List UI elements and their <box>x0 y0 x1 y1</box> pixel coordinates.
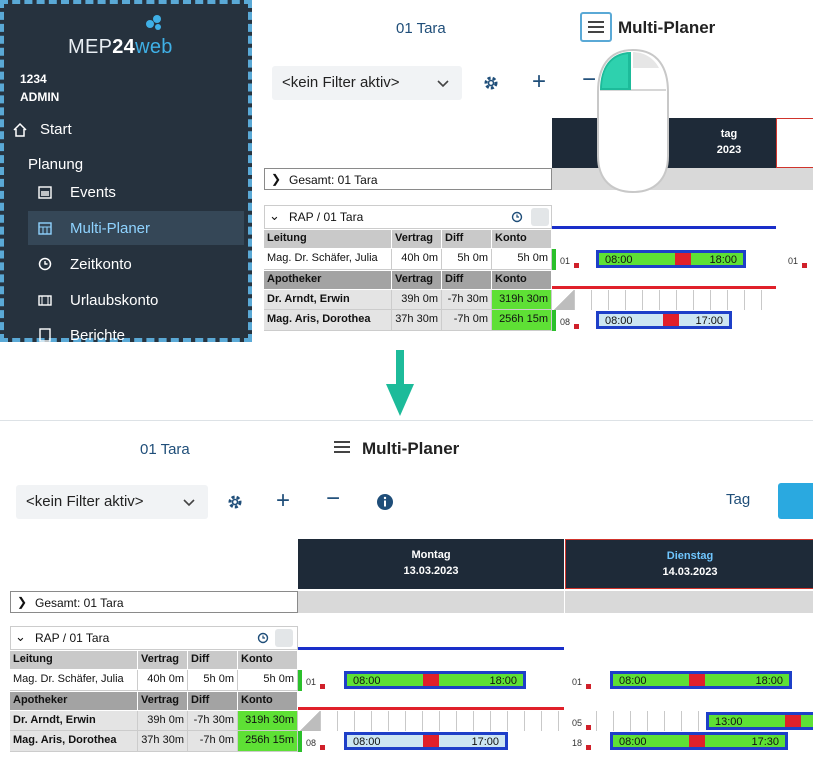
home-icon <box>13 122 27 137</box>
nav-item-multi-planer[interactable]: Multi-Planer <box>28 211 244 245</box>
context-label[interactable]: 01 Tara <box>396 20 446 37</box>
collapse-chevron-icon[interactable]: ⌄ <box>15 629 26 644</box>
nav-item-events[interactable]: Events <box>28 175 244 209</box>
logo-mark-icon <box>146 15 161 30</box>
employee-name[interactable]: Mag. Aris, Dorothea <box>10 731 138 752</box>
nav-item-label: Events <box>70 183 116 201</box>
before-screenshot: MEP24web 1234 ADMIN Start Planung Events… <box>0 0 813 342</box>
hamburger-menu-button[interactable] <box>580 12 612 42</box>
user-name: ADMIN <box>20 90 60 104</box>
chevron-down-icon <box>437 80 449 88</box>
filter-value: <kein Filter aktiv> <box>282 74 400 91</box>
page-title: Multi-Planer <box>618 18 716 37</box>
col-konto: Konto <box>238 651 298 669</box>
nav-item-berichte[interactable]: Berichte <box>28 318 244 342</box>
clock-icon <box>38 257 52 271</box>
col-vertrag: Vertrag <box>392 230 442 248</box>
remove-button[interactable]: − <box>326 485 341 512</box>
collapse-chevron-icon[interactable]: ⌄ <box>269 208 280 223</box>
nav-start-label: Start <box>40 121 72 138</box>
after-screenshot: 01 Tara Multi-Planer <kein Filter aktiv>… <box>0 420 813 775</box>
shift-block[interactable]: 08:00 17:00 <box>344 732 508 750</box>
before-planner-grid: tag 2023 ❯ Gesamt: 01 Tara ⌄ RAP / 01 Ta… <box>256 0 813 342</box>
hamburger-menu-button[interactable] <box>334 441 350 453</box>
calendar-icon <box>38 186 52 199</box>
expand-chevron-icon[interactable]: ❯ <box>271 172 282 186</box>
transition-arrow-icon <box>386 350 414 416</box>
grid-calendar-icon <box>38 222 52 235</box>
group-label: RAP / 01 Tara <box>35 631 110 645</box>
view-week-button[interactable] <box>778 483 813 519</box>
book-icon <box>38 295 52 306</box>
total-row[interactable]: ❯ Gesamt: 01 Tara <box>264 168 552 190</box>
nav-item-zeitkonto[interactable]: Zeitkonto <box>28 247 244 281</box>
shift-block[interactable]: 08:00 18:00 <box>610 671 792 689</box>
add-button[interactable]: + <box>276 487 291 514</box>
shift-block[interactable]: 08:00 17:30 <box>610 732 788 750</box>
expand-chevron-icon[interactable]: ❯ <box>17 595 28 609</box>
group-label: RAP / 01 Tara <box>289 210 364 224</box>
apotheker-header: Apotheker <box>10 692 138 710</box>
remove-button[interactable]: − <box>582 66 597 93</box>
add-button[interactable]: + <box>532 68 547 95</box>
col-vertrag: Vertrag <box>138 651 188 669</box>
shift-block[interactable]: 08:00 18:00 <box>344 671 526 689</box>
leitung-header: Leitung <box>10 651 138 669</box>
sidebar: MEP24web 1234 ADMIN Start Planung Events… <box>0 0 252 342</box>
filter-value: <kein Filter aktiv> <box>26 493 144 510</box>
clock-icon[interactable] <box>257 632 269 644</box>
col-konto: Konto <box>492 230 552 248</box>
nav-start[interactable]: Start <box>12 121 72 138</box>
diff-value: 5h 0m <box>442 249 492 270</box>
total-label: Gesamt: 01 Tara <box>289 173 378 187</box>
filter-select[interactable]: <kein Filter aktiv> <box>16 485 208 519</box>
gear-icon[interactable] <box>226 493 244 511</box>
employee-name[interactable]: Mag. Dr. Schäfer, Julia <box>10 670 138 691</box>
group-row[interactable]: ⌄ RAP / 01 Tara <box>10 626 298 650</box>
employee-name[interactable]: Mag. Dr. Schäfer, Julia <box>264 249 392 270</box>
nav-section-planung: Planung <box>28 156 84 173</box>
konto-value: 5h 0m <box>492 249 552 270</box>
nav-item-label: Multi-Planer <box>70 219 151 237</box>
vertrag-value: 40h 0m <box>392 249 442 270</box>
nav-item-label: Zeitkonto <box>70 255 132 273</box>
view-tag-button[interactable]: Tag <box>726 491 751 508</box>
nav-item-label: Berichte <box>70 326 126 343</box>
clock-icon[interactable] <box>511 211 523 223</box>
info-icon[interactable] <box>376 493 394 511</box>
context-label[interactable]: 01 Tara <box>140 441 190 458</box>
nav-item-urlaubskonto[interactable]: Urlaubskonto <box>28 283 244 317</box>
shift-block[interactable]: 08:00 17:00 <box>596 311 732 329</box>
leitung-header: Leitung <box>264 230 392 248</box>
employee-name[interactable]: Dr. Arndt, Erwin <box>264 290 392 310</box>
day-header-next <box>776 118 813 168</box>
report-icon <box>39 328 51 342</box>
before-main-area: 01 Tara Multi-Planer <kein Filter aktiv>… <box>256 0 813 342</box>
shift-block[interactable]: 08:00 18:00 <box>596 250 746 268</box>
col-diff: Diff <box>188 651 238 669</box>
org-id: 1234 <box>20 72 47 86</box>
day-number: 01 <box>560 256 571 266</box>
chevron-down-icon <box>183 499 195 507</box>
total-label: Gesamt: 01 Tara <box>35 596 124 610</box>
employee-name[interactable]: Dr. Arndt, Erwin <box>10 711 138 731</box>
group-toggle[interactable] <box>275 629 293 647</box>
after-planner-grid: Montag 13.03.2023 Dienstag 14.03.2023 ❯ … <box>0 421 813 775</box>
group-row[interactable]: ⌄ RAP / 01 Tara <box>264 205 552 229</box>
total-row[interactable]: ❯ Gesamt: 01 Tara <box>10 591 298 613</box>
app-logo: MEP24web <box>68 36 173 58</box>
employee-name[interactable]: Mag. Aris, Dorothea <box>264 310 392 331</box>
group-toggle[interactable] <box>531 208 549 226</box>
page-title: Multi-Planer <box>362 439 460 458</box>
apotheker-header: Apotheker <box>264 271 392 289</box>
mouse-click-icon <box>597 48 669 194</box>
day-header-montag: Montag 13.03.2023 <box>298 539 564 589</box>
filter-select[interactable]: <kein Filter aktiv> <box>272 66 462 100</box>
col-diff: Diff <box>442 230 492 248</box>
gear-icon[interactable] <box>482 74 500 92</box>
day-header-dienstag: Dienstag 14.03.2023 <box>565 539 813 589</box>
shift-block[interactable]: 13:00 <box>706 712 813 730</box>
nav-item-label: Urlaubskonto <box>70 291 159 309</box>
